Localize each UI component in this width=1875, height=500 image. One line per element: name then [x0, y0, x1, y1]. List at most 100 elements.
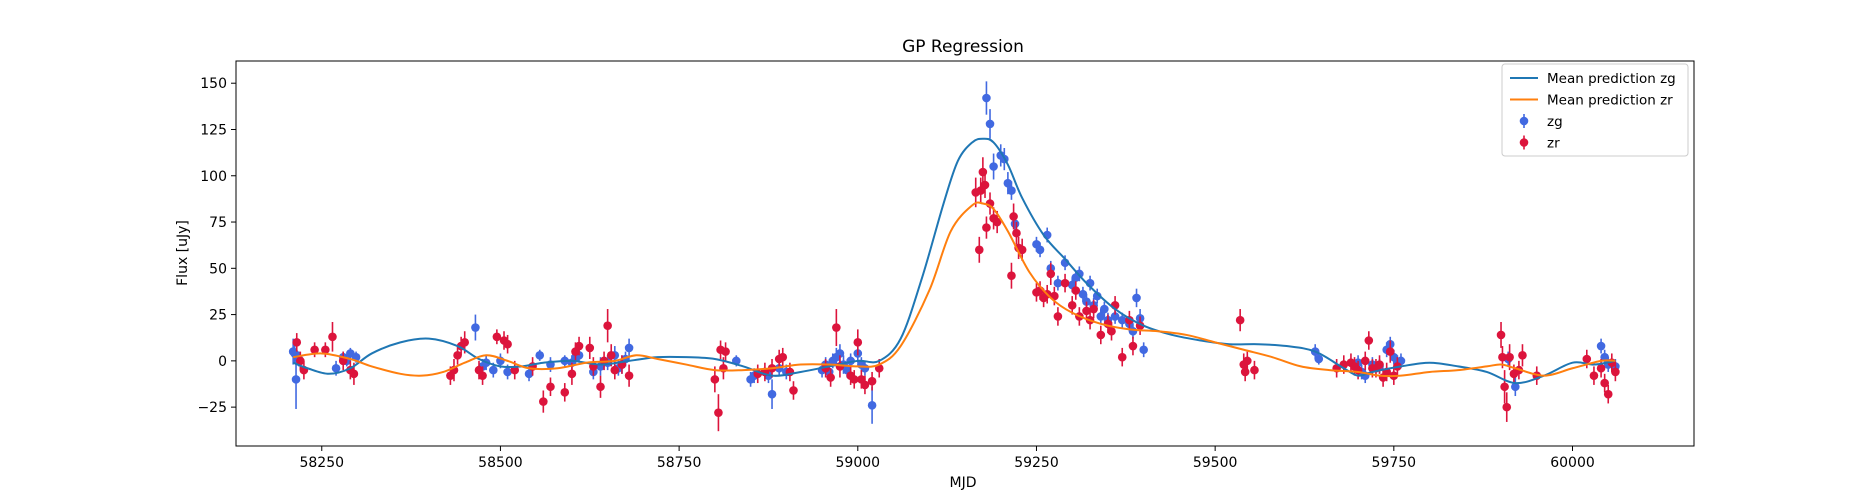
- data-point-zr: [1241, 368, 1250, 377]
- data-point-zg: [1314, 355, 1323, 364]
- data-point-zg: [1011, 220, 1020, 229]
- data-point-zr: [1505, 353, 1514, 362]
- data-point-zg: [535, 351, 544, 360]
- y-tick-label: −25: [197, 400, 227, 416]
- legend-label: zg: [1547, 114, 1563, 130]
- x-tick-label: 59000: [836, 455, 881, 471]
- data-point-zr: [1500, 382, 1509, 391]
- data-point-zg: [1007, 186, 1016, 195]
- data-point-zr: [721, 347, 730, 356]
- data-point-zr: [1068, 301, 1077, 310]
- data-point-zr: [607, 351, 616, 360]
- data-point-zr: [503, 340, 512, 349]
- data-point-zr: [711, 375, 720, 384]
- data-point-zg: [1139, 345, 1148, 354]
- x-tick-label: 59500: [1193, 455, 1238, 471]
- data-point-zg: [982, 94, 991, 103]
- data-point-zg: [868, 401, 877, 410]
- x-tick-label: 60000: [1550, 455, 1595, 471]
- legend-label: zr: [1547, 136, 1560, 152]
- x-tick-label: 59750: [1372, 455, 1417, 471]
- data-point-zr: [460, 338, 469, 347]
- legend-label: Mean prediction zr: [1547, 93, 1673, 109]
- data-point-zr: [979, 168, 988, 177]
- data-point-zr: [1497, 331, 1506, 340]
- data-point-zr: [853, 338, 862, 347]
- data-point-zr: [1375, 360, 1384, 369]
- data-point-zr: [1250, 366, 1259, 375]
- y-tick-label: 150: [200, 76, 227, 92]
- data-point-zr: [1386, 347, 1395, 356]
- x-tick-label: 58250: [299, 455, 344, 471]
- data-point-zg: [625, 344, 634, 353]
- data-point-zr: [1502, 403, 1511, 412]
- y-tick-label: 0: [218, 354, 227, 370]
- data-point-zr: [1012, 229, 1021, 238]
- data-point-zr: [546, 382, 555, 391]
- data-point-zr: [1046, 270, 1055, 279]
- y-axis-label: Flux [uJy]: [175, 220, 191, 286]
- data-point-zr: [568, 370, 577, 379]
- data-point-zg: [1597, 342, 1606, 351]
- legend-marker-swatch: [1520, 117, 1529, 126]
- x-tick-label: 58500: [478, 455, 523, 471]
- x-tick-label: 58750: [657, 455, 702, 471]
- data-point-zr: [585, 344, 594, 353]
- data-point-zr: [1604, 390, 1613, 399]
- data-point-zr: [714, 408, 723, 417]
- y-tick-label: 50: [209, 261, 227, 277]
- chart-title: GP Regression: [902, 37, 1024, 57]
- y-tick-label: 25: [209, 308, 227, 324]
- data-point-zr: [1061, 279, 1070, 288]
- data-point-zr: [1007, 271, 1016, 280]
- data-point-zr: [1118, 353, 1127, 362]
- x-axis-label: MJD: [950, 475, 977, 491]
- data-point-zr: [596, 382, 605, 391]
- data-point-zr: [560, 388, 569, 397]
- data-point-zr: [975, 245, 984, 254]
- data-point-zr: [1054, 312, 1063, 321]
- data-point-zg: [489, 366, 498, 375]
- data-point-zr: [826, 373, 835, 382]
- y-tick-label: 100: [200, 169, 227, 185]
- data-point-zg: [1036, 245, 1045, 254]
- data-point-zg: [1100, 305, 1109, 314]
- data-point-zr: [1107, 327, 1116, 336]
- data-point-zg: [768, 390, 777, 399]
- y-tick-label: 125: [200, 122, 227, 138]
- data-point-zg: [986, 120, 995, 129]
- data-point-zr: [610, 366, 619, 375]
- legend-marker-swatch: [1520, 138, 1529, 147]
- data-point-zr: [789, 386, 798, 395]
- data-point-zr: [981, 181, 990, 190]
- data-point-zg: [332, 364, 341, 373]
- data-point-zr: [1611, 368, 1620, 377]
- legend: Mean prediction zg Mean prediction zr zg zr: [1502, 64, 1688, 156]
- data-point-zr: [1096, 331, 1105, 340]
- data-point-zr: [625, 371, 634, 380]
- x-tick-label: 59250: [1014, 455, 1059, 471]
- data-point-zr: [1243, 357, 1252, 366]
- data-point-zr: [1518, 351, 1527, 360]
- data-point-zg: [471, 323, 480, 332]
- data-point-zr: [1361, 357, 1370, 366]
- data-point-zr: [1129, 342, 1138, 351]
- data-point-zr: [1590, 371, 1599, 380]
- data-point-zg: [292, 375, 301, 384]
- data-point-zg: [989, 162, 998, 171]
- data-point-zr: [328, 332, 337, 341]
- data-point-zr: [1071, 286, 1080, 295]
- data-point-zr: [1597, 364, 1606, 373]
- data-point-zr: [1009, 212, 1018, 221]
- y-tick-label: 75: [209, 215, 227, 231]
- data-point-zr: [1089, 305, 1098, 314]
- data-point-zr: [832, 323, 841, 332]
- data-point-zr: [778, 353, 787, 362]
- data-point-zr: [292, 338, 301, 347]
- legend-label: Mean prediction zg: [1547, 71, 1676, 87]
- data-point-zr: [1236, 316, 1245, 325]
- data-point-zr: [350, 370, 359, 379]
- data-point-zr: [1582, 355, 1591, 364]
- data-point-zr: [603, 321, 612, 330]
